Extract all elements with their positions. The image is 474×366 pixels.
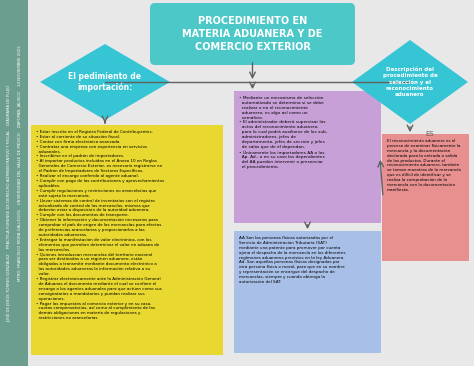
Text: MTRO. FRANCISCO MORA GALLEGOS    UNIVERSIDAD DEL VALLE DE MÉXICO    ZAPOPAN, JAL: MTRO. FRANCISCO MORA GALLEGOS UNIVERSIDA… [18, 45, 22, 281]
Text: • Mediante un mecanismo de selección
  automatizado se determina si se debe
  re: • Mediante un mecanismo de selección aut… [239, 96, 328, 169]
Text: PROCEDIMIENTO EN
MATERIA ADUANERA Y DE
COMERCIO EXTERIOR: PROCEDIMIENTO EN MATERIA ADUANERA Y DE C… [182, 16, 323, 52]
Text: • Estar inscrito en el Registro Federal de Contribuyentes.
• Estar al corriente : • Estar inscrito en el Registro Federal … [36, 130, 164, 320]
Text: El reconocimiento aduanero es el
proceso de examinar físicamente la
mercancía y : El reconocimiento aduanero es el proceso… [387, 139, 461, 192]
FancyBboxPatch shape [150, 3, 355, 65]
Polygon shape [40, 44, 170, 120]
Text: ES: ES [426, 131, 434, 137]
Text: El pedimiento de
importación:: El pedimiento de importación: [69, 72, 142, 92]
Text: Descripción del
procedimiento de
selección y el
reconocimiento
aduanero: Descripción del procedimiento de selecci… [383, 67, 438, 97]
Text: AA Son las personas físicas autorizadas por el
Servicio de Administración Tribut: AA Son las personas físicas autorizadas … [239, 236, 346, 284]
Text: JOSÉ DE JESÚS TORRES GONZÁLEZ    PRÁCTICA FORENSE DE DERECHO ADMINISTRATIVO Y FI: JOSÉ DE JESÚS TORRES GONZÁLEZ PRÁCTICA F… [7, 85, 11, 322]
FancyBboxPatch shape [234, 231, 381, 353]
FancyBboxPatch shape [0, 0, 28, 366]
FancyBboxPatch shape [234, 91, 381, 223]
FancyBboxPatch shape [382, 134, 469, 261]
Polygon shape [352, 40, 468, 124]
FancyBboxPatch shape [31, 125, 223, 355]
